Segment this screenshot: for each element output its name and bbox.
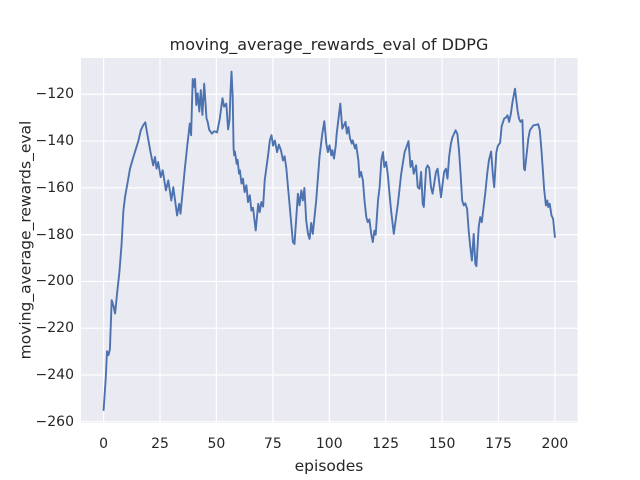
x-tick-label: 100 bbox=[315, 436, 343, 452]
y-tick-label: −140 bbox=[35, 133, 74, 150]
chart-title: moving_average_rewards_eval of DDPG bbox=[169, 35, 489, 54]
y-tick-label: −200 bbox=[35, 273, 74, 290]
y-tick-label: −260 bbox=[35, 413, 74, 430]
reward-line bbox=[102, 70, 556, 412]
y-tick-label: −220 bbox=[35, 320, 74, 337]
x-tick-label: 50 bbox=[207, 436, 226, 452]
x-tick-label: 0 bbox=[99, 436, 109, 452]
x-tick-label: 175 bbox=[485, 436, 512, 452]
x-tick-label: 200 bbox=[541, 436, 569, 452]
y-tick-label: −160 bbox=[35, 179, 74, 196]
x-axis-label: episodes bbox=[294, 457, 364, 475]
x-tick-label: 125 bbox=[372, 436, 400, 452]
gridlines bbox=[81, 58, 578, 423]
y-tick-label: −120 bbox=[35, 86, 74, 103]
y-tick-label: −240 bbox=[35, 367, 74, 384]
x-tick-label: 150 bbox=[428, 436, 456, 452]
y-tick-label: −180 bbox=[35, 226, 74, 243]
x-tick-label: 25 bbox=[151, 436, 169, 452]
x-tick-label: 75 bbox=[263, 436, 282, 452]
